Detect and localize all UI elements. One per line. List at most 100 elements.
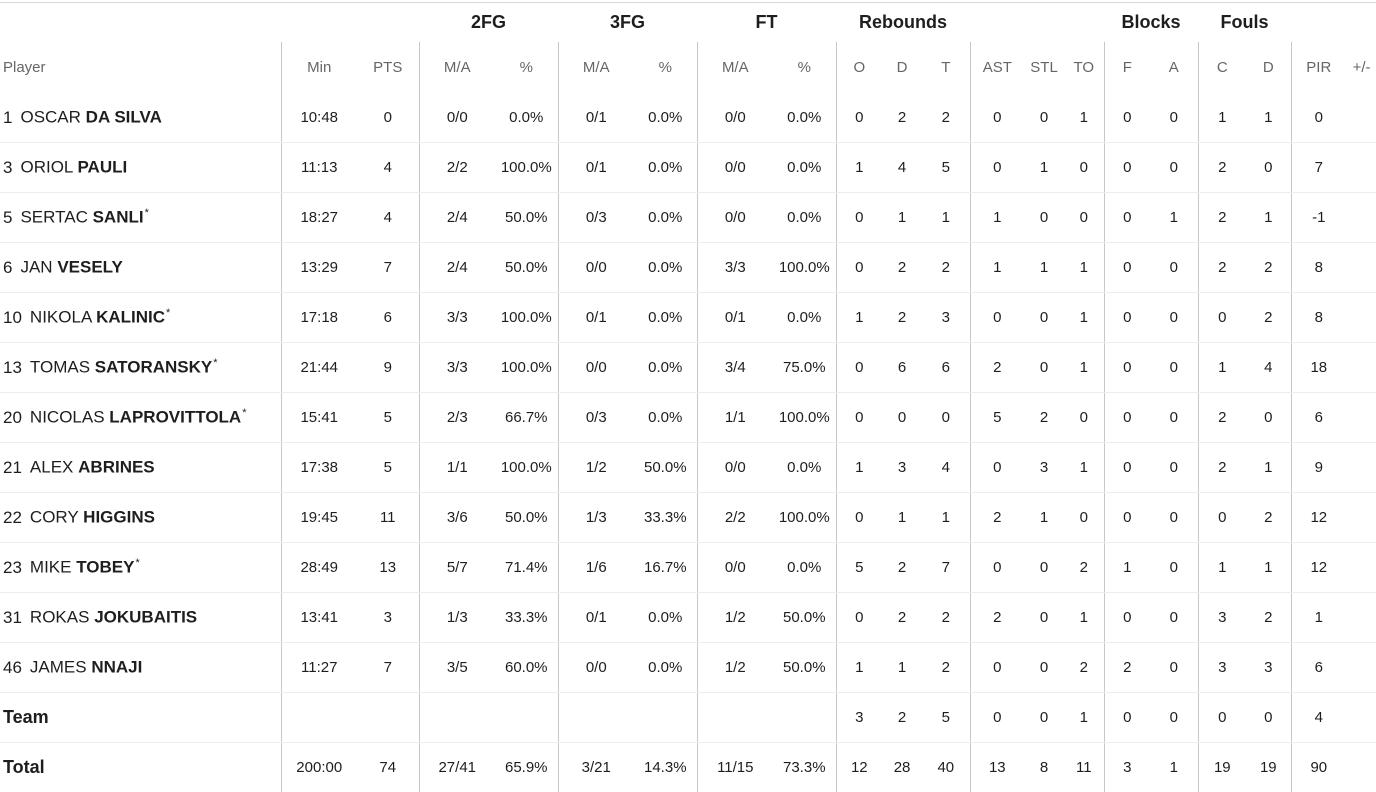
header-3fg-ma[interactable]: M/A [558, 42, 634, 93]
cell-fg3-ma: 1/3 [558, 493, 634, 543]
player-first-name[interactable]: SERTAC [20, 208, 87, 227]
player-first-name[interactable]: NIKOLA [30, 308, 91, 327]
player-first-name[interactable]: MIKE [30, 558, 72, 577]
header-ft-pct[interactable]: % [773, 42, 836, 93]
player-number: 1 [3, 108, 12, 127]
header-reb-o[interactable]: O [836, 42, 882, 93]
cell-stl: 2 [1024, 393, 1064, 443]
player-last-name[interactable]: TOBEY [76, 558, 134, 577]
header-reb-t[interactable]: T [922, 42, 970, 93]
cell-plusminus [1346, 293, 1376, 343]
player-first-name[interactable]: TOMAS [30, 358, 90, 377]
cell-ft-pct: 75.0% [773, 343, 836, 393]
player-last-name[interactable]: LAPROVITTOLA [109, 408, 241, 427]
cell-fg2-ma: 5/7 [419, 543, 495, 593]
player-first-name[interactable]: JAN [20, 258, 52, 277]
cell-min: 21:44 [281, 343, 357, 393]
player-last-name[interactable]: SATORANSKY [95, 358, 212, 377]
cell-blk-a: 0 [1150, 293, 1198, 343]
header-player[interactable]: Player [0, 42, 281, 93]
cell-reb-o: 1 [836, 143, 882, 193]
header-blk-f[interactable]: F [1104, 42, 1150, 93]
cell-ft-pct: 50.0% [773, 593, 836, 643]
player-first-name[interactable]: JAMES [30, 658, 87, 677]
cell-ft-pct: 0.0% [773, 293, 836, 343]
cell-reb-t: 40 [922, 743, 970, 792]
cell-ft-pct: 0.0% [773, 93, 836, 143]
player-last-name[interactable]: PAULI [77, 158, 127, 177]
player-first-name[interactable]: OSCAR [20, 108, 80, 127]
cell-to: 0 [1064, 193, 1104, 243]
player-first-name[interactable]: ROKAS [30, 608, 90, 627]
player-cell[interactable]: 1 OSCAR DA SILVA [0, 93, 281, 143]
starter-marker: * [166, 307, 170, 319]
group-empty-min-pts [281, 0, 419, 42]
header-to[interactable]: TO [1064, 42, 1104, 93]
cell-fg3-ma: 0/0 [558, 243, 634, 293]
header-ast[interactable]: AST [970, 42, 1024, 93]
cell-pir: 8 [1291, 293, 1346, 343]
cell-pir: 6 [1291, 393, 1346, 443]
cell-blk-f: 1 [1104, 543, 1150, 593]
player-last-name[interactable]: ABRINES [78, 458, 155, 477]
header-foul-d[interactable]: D [1246, 42, 1291, 93]
cell-ft-ma: 3/3 [697, 243, 773, 293]
cell-fg3-ma: 0/0 [558, 643, 634, 693]
cell-reb-d: 2 [882, 93, 922, 143]
player-first-name[interactable]: ALEX [30, 458, 73, 477]
player-first-name[interactable]: NICOLAS [30, 408, 105, 427]
player-last-name[interactable]: NNAJI [91, 658, 142, 677]
cell-fg3-ma: 0/1 [558, 143, 634, 193]
cell-foul-c: 19 [1198, 743, 1246, 792]
player-last-name[interactable]: JOKUBAITIS [94, 608, 197, 627]
cell-blk-a: 0 [1150, 693, 1198, 743]
cell-reb-t: 3 [922, 293, 970, 343]
header-2fg-ma[interactable]: M/A [419, 42, 495, 93]
cell-to: 11 [1064, 743, 1104, 792]
cell-ft-pct: 100.0% [773, 243, 836, 293]
header-pts[interactable]: PTS [357, 42, 419, 93]
cell-ft-pct [773, 693, 836, 743]
player-first-name[interactable]: CORY [30, 508, 79, 527]
cell-ast: 0 [970, 543, 1024, 593]
header-3fg-pct[interactable]: % [634, 42, 697, 93]
cell-foul-d: 1 [1246, 93, 1291, 143]
cell-pir: 12 [1291, 543, 1346, 593]
header-min[interactable]: Min [281, 42, 357, 93]
cell-blk-f: 0 [1104, 593, 1150, 643]
cell-fg3-pct: 0.0% [634, 143, 697, 193]
player-last-name[interactable]: KALINIC [96, 308, 165, 327]
header-stl[interactable]: STL [1024, 42, 1064, 93]
header-blk-a[interactable]: A [1150, 42, 1198, 93]
header-pir[interactable]: PIR [1291, 42, 1346, 93]
cell-fg2-ma: 3/3 [419, 293, 495, 343]
header-reb-d[interactable]: D [882, 42, 922, 93]
header-foul-c[interactable]: C [1198, 42, 1246, 93]
player-last-name[interactable]: DA SILVA [86, 108, 162, 127]
player-last-name[interactable]: HIGGINS [83, 508, 155, 527]
cell-pts: 6 [357, 293, 419, 343]
header-plusminus[interactable]: +/- [1346, 42, 1376, 93]
cell-reb-d: 1 [882, 643, 922, 693]
header-ft-ma[interactable]: M/A [697, 42, 773, 93]
cell-min: 17:18 [281, 293, 357, 343]
cell-pir: 90 [1291, 743, 1346, 792]
player-first-name[interactable]: ORIOL [20, 158, 72, 177]
cell-foul-d: 3 [1246, 643, 1291, 693]
player-last-name[interactable]: VESELY [57, 258, 123, 277]
player-last-name[interactable]: SANLI [93, 208, 144, 227]
cell-min: 13:29 [281, 243, 357, 293]
header-2fg-pct[interactable]: % [495, 42, 558, 93]
